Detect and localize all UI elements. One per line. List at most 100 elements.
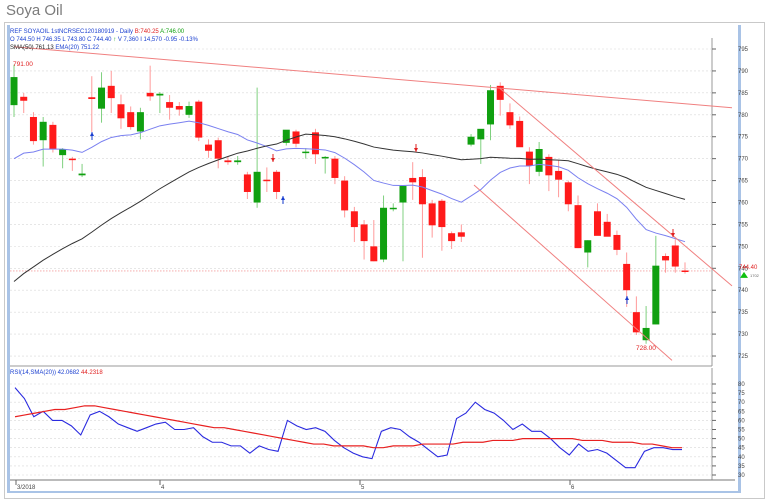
candle-down[interactable]: [574, 205, 582, 249]
candle-down[interactable]: [448, 233, 456, 242]
candle-down[interactable]: [438, 200, 446, 228]
candle-down[interactable]: [341, 180, 349, 211]
candle-down[interactable]: [175, 106, 183, 110]
chart-container: [4, 22, 765, 499]
buy-arrow-icon: [90, 132, 94, 136]
sell-arrow-icon: [414, 148, 418, 152]
candle-down[interactable]: [428, 203, 436, 226]
candle-down[interactable]: [613, 234, 621, 250]
rsi-sma-line: [14, 405, 682, 449]
price-tick-label: 755: [738, 222, 749, 228]
time-tick-label: 3/2018: [17, 485, 36, 491]
trendline: [499, 88, 733, 287]
candle-down[interactable]: [331, 158, 339, 178]
candle-down[interactable]: [662, 256, 670, 261]
candle-down[interactable]: [273, 171, 281, 192]
candle-down[interactable]: [204, 144, 212, 151]
sma-50-line: [13, 133, 686, 282]
candle-down[interactable]: [117, 104, 125, 119]
candle-up[interactable]: [477, 128, 485, 140]
candle-down[interactable]: [681, 270, 689, 272]
candle-up[interactable]: [10, 77, 18, 106]
candle-down[interactable]: [127, 112, 135, 128]
candle-down[interactable]: [360, 224, 368, 242]
candle-down[interactable]: [20, 96, 28, 101]
candle-down[interactable]: [311, 132, 319, 155]
rsi-line: [14, 387, 682, 469]
candle-down[interactable]: [243, 174, 251, 192]
candle-up[interactable]: [467, 136, 475, 145]
candle-up[interactable]: [156, 93, 164, 96]
candle-down[interactable]: [525, 151, 533, 166]
rsi-tick-label: 50: [738, 437, 745, 443]
candle-down[interactable]: [195, 101, 203, 138]
candle-up[interactable]: [535, 149, 543, 172]
candle-down[interactable]: [350, 211, 358, 228]
candle-down[interactable]: [496, 85, 504, 100]
candle-up[interactable]: [136, 112, 144, 132]
price-tick-label: 760: [738, 201, 749, 207]
rsi-header: RSI(14,SMA(20)) 42.0682 44.2318: [10, 369, 103, 377]
rsi-tick-label: 65: [738, 409, 745, 415]
rsi-tick-label: 40: [738, 455, 745, 461]
candle-down[interactable]: [166, 102, 174, 108]
ema-value: EMA(20) 751.22: [55, 45, 100, 51]
sma-value: SMA(50) 761.13: [10, 45, 54, 51]
candle-up[interactable]: [234, 160, 242, 163]
candle-down[interactable]: [506, 112, 514, 126]
low-annotation: 728.00: [636, 345, 656, 352]
candle-down[interactable]: [632, 312, 640, 333]
candle-down[interactable]: [409, 177, 417, 183]
rsi-tick-label: 55: [738, 428, 745, 434]
candle-up[interactable]: [584, 240, 592, 253]
ohlc-values: O 744.50 H 746.35 L 743.80 C 744.40: [10, 37, 112, 43]
candle-up[interactable]: [185, 106, 193, 115]
candle-up[interactable]: [59, 149, 67, 156]
candle-down[interactable]: [593, 211, 601, 236]
candle-down[interactable]: [457, 232, 465, 237]
sell-arrow-icon: [671, 233, 675, 237]
candle-up[interactable]: [282, 129, 290, 143]
candle-down[interactable]: [146, 92, 154, 97]
candle-down[interactable]: [555, 170, 563, 180]
candle-up[interactable]: [98, 87, 106, 109]
candle-down[interactable]: [292, 131, 300, 144]
candle-down[interactable]: [564, 182, 572, 205]
bid-price: B:740.25: [134, 29, 159, 35]
price-tick-label: 795: [738, 47, 749, 53]
candle-down[interactable]: [263, 179, 271, 182]
candle-down[interactable]: [214, 140, 222, 159]
candle-down[interactable]: [88, 97, 96, 100]
candle-down[interactable]: [68, 158, 76, 161]
candle-up[interactable]: [487, 90, 495, 125]
price-tick-label: 770: [738, 157, 749, 163]
candle-down[interactable]: [107, 85, 115, 99]
candle-up[interactable]: [321, 156, 329, 159]
candle-down[interactable]: [671, 245, 679, 267]
candle-down[interactable]: [516, 120, 524, 148]
candle-up[interactable]: [399, 185, 407, 203]
candle-up[interactable]: [302, 151, 310, 154]
candle-up[interactable]: [642, 327, 650, 341]
candle-up[interactable]: [380, 207, 388, 260]
rsi-label: RSI(14,SMA(20)) 42.0682: [10, 370, 80, 376]
candle-down[interactable]: [603, 221, 611, 237]
candle-up[interactable]: [652, 265, 660, 325]
price-tick-label: 790: [738, 69, 749, 75]
candle-down[interactable]: [545, 156, 553, 176]
candle-down[interactable]: [29, 116, 37, 142]
candle-up[interactable]: [39, 121, 47, 141]
candle-up[interactable]: [389, 207, 397, 210]
page-title: Soya Oil: [6, 2, 63, 19]
last-price-sub: 1702: [750, 273, 760, 278]
candle-down[interactable]: [224, 160, 232, 163]
candle-down[interactable]: [370, 246, 378, 262]
candle-up[interactable]: [253, 171, 261, 203]
candle-down[interactable]: [49, 124, 57, 150]
candle-up[interactable]: [78, 173, 86, 176]
rsi-tick-label: 80: [738, 382, 745, 388]
candle-down[interactable]: [418, 177, 426, 205]
candle-down[interactable]: [623, 263, 631, 291]
price-tick-label: 765: [738, 179, 749, 185]
